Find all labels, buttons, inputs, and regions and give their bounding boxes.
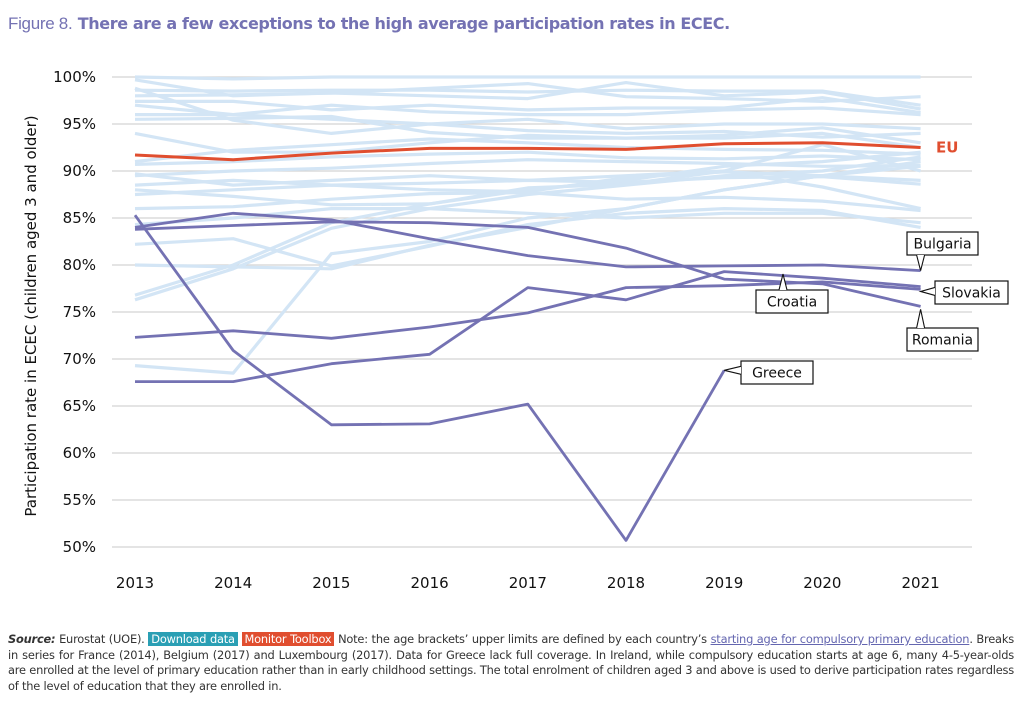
y-tick-label: 75% [63,303,96,321]
background-country-line [134,191,921,213]
y-tick-label: 95% [63,115,96,133]
background-country-line [134,150,921,297]
background-country-line [135,96,921,115]
callout-greece: Greece [724,360,814,385]
callout-pointer [918,286,936,296]
callout-slovakia: Slovakia [918,280,1009,305]
series-line-bulgaria [134,211,921,272]
callout-box [906,231,979,256]
callout-pointer [916,254,926,271]
download-data-button[interactable]: Download data [148,632,238,646]
background-country-line [134,131,921,154]
y-tick-label: 55% [63,491,96,509]
y-axis-ticks: 50% 55% 60% 65% 70% 75% 80% 85% 90% 95% 100% [53,68,96,556]
y-axis-label: Participation rate in ECEC (children age… [22,115,40,516]
callout-romania: Romania [906,309,979,352]
background-country-line [134,81,921,111]
callout-label: Croatia [767,295,817,311]
eu-label: EU [936,139,958,157]
figure-heading: There are a few exceptions to the high a… [77,14,730,33]
x-tick-label: 2014 [214,574,252,592]
callout-box [755,289,829,314]
x-tick-label: 2015 [312,574,350,592]
y-tick-label: 85% [63,209,96,227]
y-tick-label: 100% [53,68,96,86]
figure-number: Figure 8. [8,14,73,33]
x-tick-label: 2020 [803,574,841,592]
x-axis-ticks: 2013 2014 2015 2016 2017 2018 2019 2020 2021 [116,574,940,592]
callout-label: Romania [912,333,973,349]
x-tick-label: 2019 [705,574,743,592]
x-tick-label: 2016 [411,574,449,592]
callout-pointer [778,273,788,291]
figure-title: Figure 8. There are a few exceptions to … [8,14,730,34]
x-tick-label: 2018 [607,574,645,592]
callout-label: Bulgaria [913,237,971,253]
callout-pointer [724,365,742,375]
background-country-line [134,158,921,178]
y-tick-label: 60% [63,444,96,462]
callout-box [906,327,979,352]
callout-pointer [916,309,926,329]
background-country-line [134,175,921,187]
series-line-slovakia [134,280,921,340]
source-label: Source: [8,632,56,646]
figure-footer: Source: Eurostat (UOE). Download data Mo… [8,632,1014,694]
x-tick-label: 2017 [509,574,547,592]
series-line-croatia [135,270,921,383]
x-tick-label: 2013 [116,574,154,592]
source-text: Eurostat (UOE). [59,632,145,646]
series-line-eu [134,141,921,162]
background-country-line [134,75,921,81]
callout-label: Greece [752,366,802,382]
background-country-line [134,88,921,107]
compulsory-age-link[interactable]: starting age for compulsory primary educ… [710,632,970,646]
highlighted-series [133,211,921,542]
background-country-line [134,207,921,268]
background-country-line [134,155,921,302]
series-line-greece [133,214,726,542]
y-tick-label: 90% [63,162,96,180]
background-series [134,75,922,375]
background-country-line [134,114,921,145]
x-tick-label: 2021 [902,574,940,592]
y-tick-label: 50% [63,538,96,556]
callout-label: Slovakia [942,286,1001,302]
line-chart: 50%55%60%65%70%75%80%85%90%95%100% 2013 2… [22,68,1009,592]
callouts: Bulgaria Slovakia Romania Croatia Greece [724,231,1009,385]
background-country-line [134,103,921,117]
y-tick-label: 70% [63,350,96,368]
background-country-line [134,150,921,166]
y-tick-label: 65% [63,397,96,415]
callout-bulgaria: Bulgaria [906,231,979,271]
eu-series: EU [134,139,958,162]
note-text: Note: the age brackets’ upper limits are… [338,632,707,646]
callout-croatia: Croatia [755,273,829,314]
note-text-continued: . Breaks in series for France (2014), Be… [8,632,1014,693]
monitor-toolbox-button[interactable]: Monitor Toolbox [241,632,335,646]
y-tick-label: 80% [63,256,96,274]
background-country-line [134,137,921,164]
